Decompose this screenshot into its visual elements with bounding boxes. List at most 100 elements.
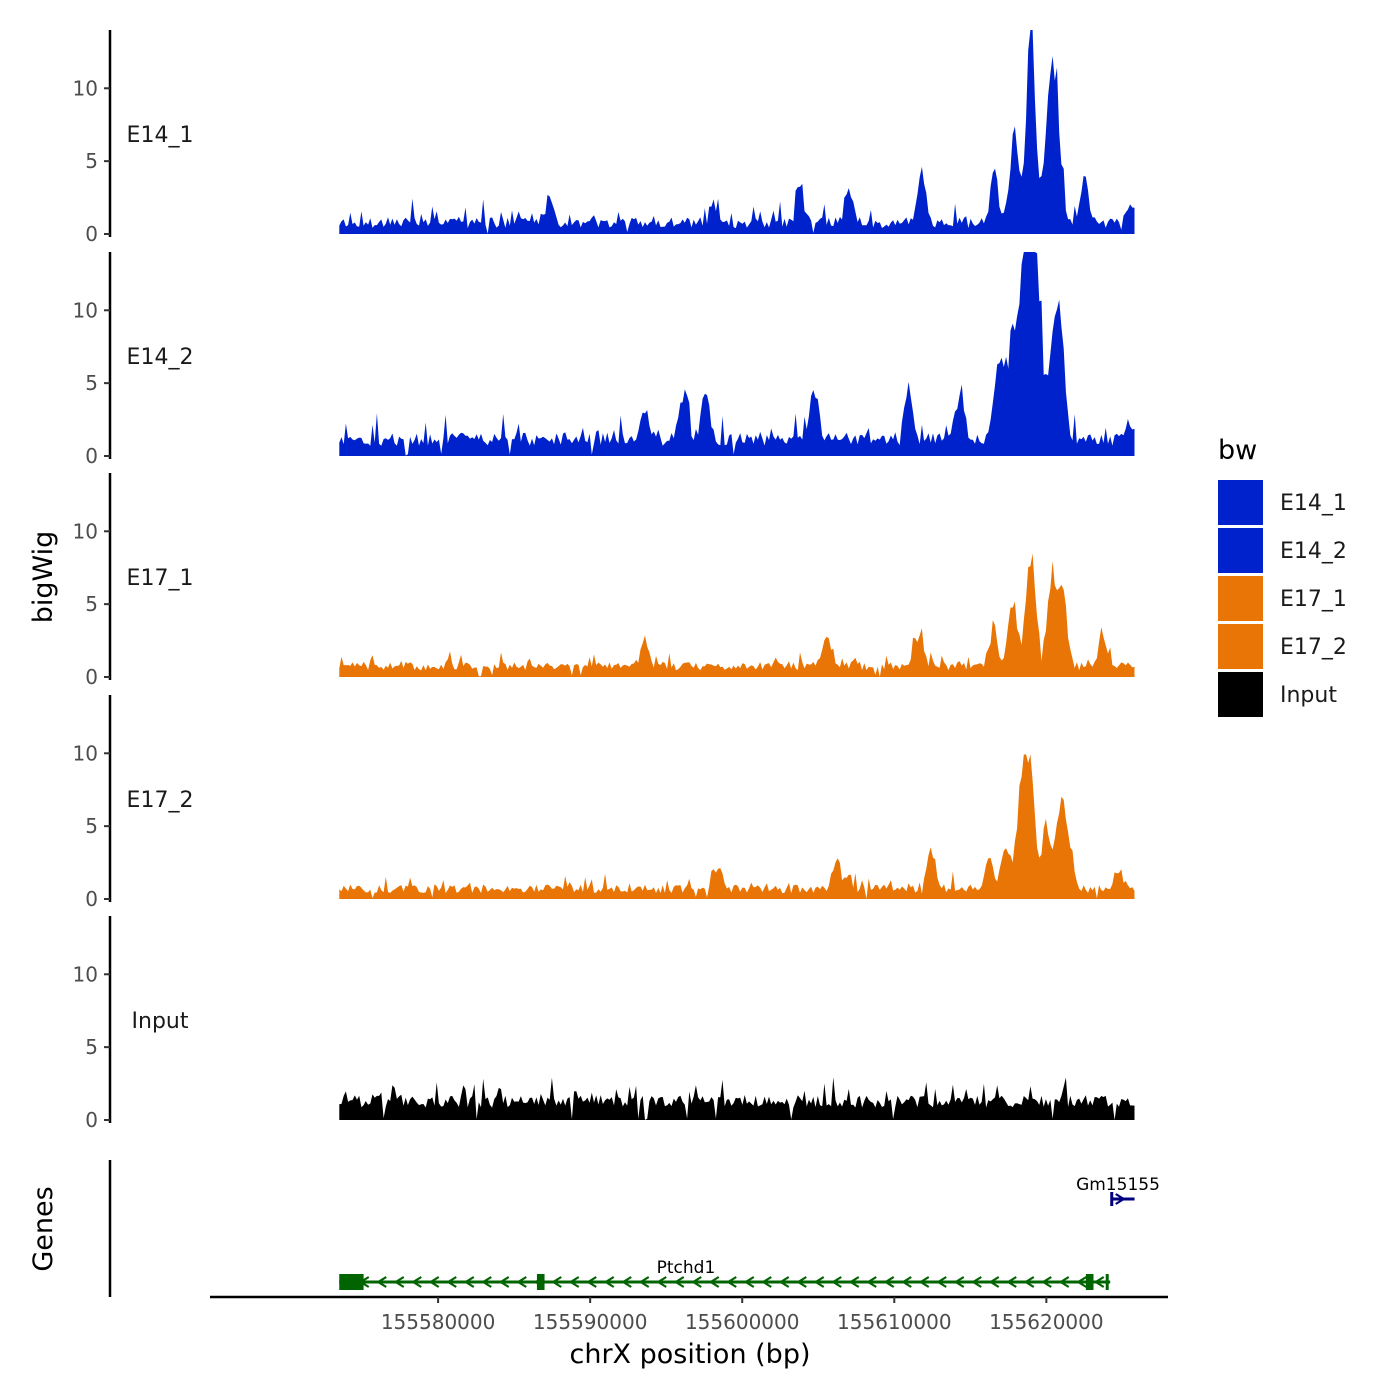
gene-label: Gm15155 [1076, 1175, 1160, 1195]
signal-area-E17_1 [339, 553, 1135, 677]
strand-arrow [1093, 1276, 1105, 1288]
strand-arrow [498, 1276, 510, 1288]
track-panels: 0 5 10 E14_1 0 5 10 E14_2 0 5 10 E17_1 0 5 10 E17_2 0 5 10… [73, 30, 1135, 1132]
strand-arrow [568, 1276, 580, 1288]
y-tick-label: 5 [85, 371, 98, 395]
strand-arrow [673, 1276, 685, 1288]
strand-arrow [638, 1276, 650, 1288]
strand-arrow [1006, 1276, 1017, 1288]
legend-label: E14_2 [1280, 539, 1347, 564]
strand-arrow [463, 1276, 475, 1288]
exon [339, 1274, 364, 1290]
track-E14_2: 0 5 10 E14_2 [73, 252, 1135, 468]
y-tick-label: 0 [85, 665, 98, 689]
x-axis: 155580000 155590000 155600000 155610000 1556… [210, 1295, 1168, 1334]
strand-arrow [586, 1276, 597, 1288]
y-axis-title: bigWig [28, 531, 59, 624]
strand-arrow [428, 1276, 440, 1288]
strand-arrow [953, 1276, 965, 1288]
strand-arrow [988, 1276, 1000, 1288]
strand-arrow [743, 1276, 755, 1288]
y-tick-label: 10 [73, 519, 98, 543]
legend-label: E17_1 [1280, 587, 1347, 612]
facet-label: E14_2 [127, 345, 194, 370]
strand-arrow [393, 1276, 405, 1288]
y-tick-label: 5 [85, 1035, 98, 1059]
legend-swatch [1218, 480, 1263, 525]
y-tick-label: 10 [73, 741, 98, 765]
strand-arrow [603, 1276, 615, 1288]
legend: bw E14_1 E14_2 E17_1 E17_2 Input [1218, 435, 1347, 717]
legend-swatch [1218, 576, 1263, 621]
y-tick-label: 5 [85, 592, 98, 616]
strand-arrow [936, 1276, 947, 1288]
y-tick-label: 0 [85, 1108, 98, 1132]
strand-arrow [813, 1276, 825, 1288]
signal-area-Input [339, 1077, 1135, 1120]
track-E17_2: 0 5 10 E17_2 [73, 695, 1135, 911]
y-tick-label: 0 [85, 222, 98, 246]
x-tick-label: 155610000 [837, 1310, 952, 1334]
strand-arrow [918, 1276, 930, 1288]
legend-swatch [1218, 672, 1263, 717]
gene-Ptchd1: Ptchd1 [339, 1258, 1111, 1290]
strand-arrow [411, 1276, 422, 1288]
y-tick-label: 0 [85, 444, 98, 468]
track-E14_1: 0 5 10 E14_1 [73, 30, 1135, 246]
track-Input: 0 5 10 Input [73, 916, 1135, 1132]
strand-arrow [481, 1276, 492, 1288]
y-tick-label: 10 [73, 962, 98, 986]
facet-label: E14_1 [127, 123, 194, 148]
y-tick-label: 5 [85, 814, 98, 838]
y-tick-label: 0 [85, 887, 98, 911]
exon [1085, 1274, 1094, 1290]
strand-arrow [708, 1276, 720, 1288]
strand-arrow [1115, 1193, 1126, 1205]
track-E17_1: 0 5 10 E17_1 [73, 473, 1135, 689]
strand-arrow [551, 1276, 562, 1288]
x-axis-title: chrX position (bp) [569, 1339, 810, 1370]
facet-label: E17_1 [127, 566, 194, 591]
x-tick-label: 155580000 [381, 1310, 496, 1334]
legend-label: E17_2 [1280, 635, 1347, 660]
strand-arrow [1076, 1276, 1087, 1288]
strand-arrow [691, 1276, 702, 1288]
strand-arrow [376, 1276, 387, 1288]
strand-arrow [446, 1276, 457, 1288]
legend-swatch [1218, 624, 1263, 669]
strand-arrow [883, 1276, 895, 1288]
signal-area-E14_2 [339, 252, 1135, 456]
x-tick-label: 155590000 [533, 1310, 648, 1334]
strand-arrow [656, 1276, 667, 1288]
legend-swatch [1218, 528, 1263, 573]
y-tick-label: 10 [73, 298, 98, 322]
legend-label: Input [1280, 683, 1337, 708]
strand-arrow [778, 1276, 790, 1288]
strand-arrow [1041, 1276, 1052, 1288]
strand-arrow [726, 1276, 737, 1288]
gene-panel: Ptchd1 Gm15155 [108, 1160, 1160, 1297]
exon [536, 1274, 545, 1290]
facet-label: E17_2 [127, 788, 194, 813]
x-tick-label: 155620000 [989, 1310, 1104, 1334]
y-tick-label: 10 [73, 76, 98, 100]
strand-arrow [831, 1276, 842, 1288]
legend-label: E14_1 [1280, 491, 1347, 516]
y-tick-label: 5 [85, 149, 98, 173]
gene-Gm15155: Gm15155 [1076, 1175, 1160, 1206]
strand-arrow [901, 1276, 912, 1288]
strand-arrow [848, 1276, 860, 1288]
strand-arrow [621, 1276, 632, 1288]
strand-arrow [1058, 1276, 1070, 1288]
strand-arrow [866, 1276, 877, 1288]
strand-arrow [796, 1276, 807, 1288]
facet-label: Input [132, 1009, 189, 1034]
strand-arrow [971, 1276, 982, 1288]
x-tick-label: 155600000 [685, 1310, 800, 1334]
legend-title: bw [1218, 435, 1257, 466]
strand-arrow [516, 1276, 527, 1288]
gene-label: Ptchd1 [657, 1258, 716, 1278]
signal-area-E14_1 [339, 30, 1135, 234]
signal-area-E17_2 [339, 754, 1135, 899]
